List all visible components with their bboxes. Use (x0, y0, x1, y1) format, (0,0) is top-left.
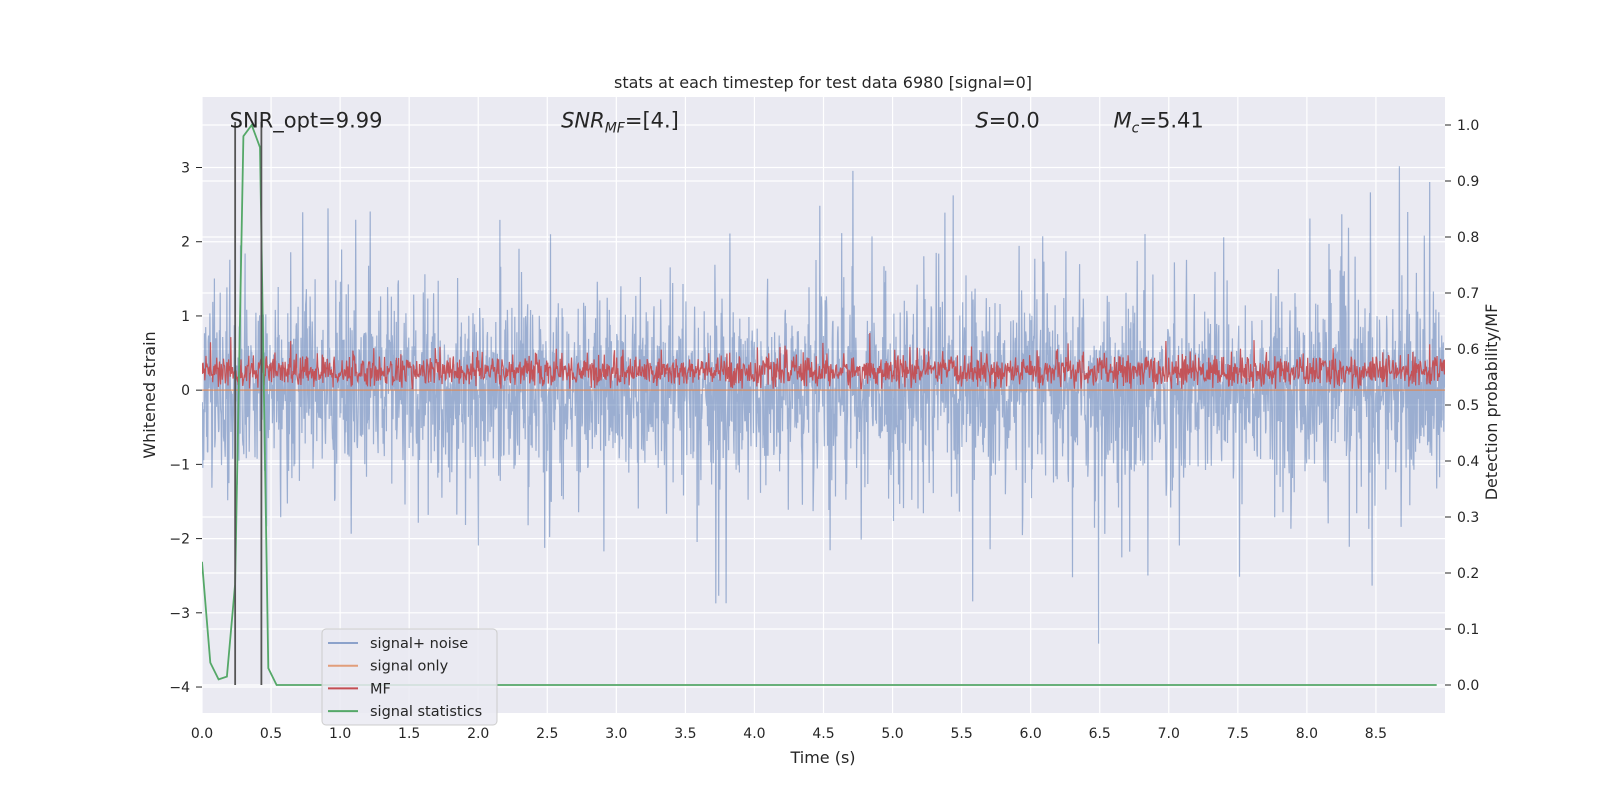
y2-tick-label: 0.2 (1457, 566, 1479, 582)
y2-tick-label: 0.6 (1457, 342, 1479, 358)
x-tick-label: 0.5 (260, 726, 282, 742)
y-tick-label: −1 (169, 457, 190, 473)
annotation-text: SNR_opt=9.99 (230, 108, 383, 133)
y2-tick-label: 0.4 (1457, 454, 1479, 470)
x-tick-label: 4.0 (743, 726, 765, 742)
y2-tick-label: 0.7 (1457, 286, 1479, 302)
x-tick-label: 8.0 (1296, 726, 1318, 742)
y2-axis-label: Detection probability/MF (1482, 304, 1501, 501)
annotation-text: S=0.0 (975, 108, 1039, 132)
y-axis-label: Whitened strain (140, 331, 159, 458)
series-mf-line (202, 332, 1445, 390)
legend: signal+ noise signal only MF signal statist… (321, 628, 498, 726)
x-tick-label: 1.5 (398, 726, 420, 742)
legend-entry-label: signal only (370, 659, 449, 675)
x-tick-label: 2.5 (536, 726, 558, 742)
x-tick-label: 5.5 (950, 726, 972, 742)
x-tick-label: 6.5 (1089, 726, 1111, 742)
x-tick-label: 6.0 (1020, 726, 1042, 742)
vlines (234, 122, 263, 685)
y2-tick-label: 0.0 (1457, 678, 1479, 694)
legend-box (321, 628, 498, 726)
chart-title: stats at each timestep for test data 698… (614, 73, 1032, 92)
x-tick-label: 7.0 (1158, 726, 1180, 742)
annotation-text: SNRMF=[4.] (561, 108, 679, 136)
series-signal-noise-line (202, 166, 1445, 644)
y-tick-label: 1 (181, 309, 190, 325)
y-tick-label: 0 (181, 383, 190, 399)
legend-entry-label: signal+ noise (370, 636, 468, 652)
x-tick-label: 7.5 (1227, 726, 1249, 742)
y2-tick-label: 0.3 (1457, 510, 1479, 526)
legend-entry-label: MF (370, 681, 391, 697)
y2-axis-ticks: 0.0 0.1 0.2 0.3 0.4 0.5 0.6 0.7 0.8 0.9 1.0 (1445, 118, 1479, 694)
y2-tick-label: 0.1 (1457, 622, 1479, 638)
y-tick-label: −2 (169, 532, 190, 548)
y-tick-label: −3 (169, 606, 190, 622)
y2-tick-label: 0.8 (1457, 230, 1479, 246)
x-tick-label: 2.0 (467, 726, 489, 742)
x-tick-label: 8.5 (1365, 726, 1387, 742)
legend-entry-label: signal statistics (370, 704, 482, 720)
series-layer (202, 123, 1445, 686)
y-axis-ticks: −4 −3 −2 −1 0 1 2 3 (169, 161, 202, 696)
y-tick-label: −4 (169, 680, 190, 696)
x-tick-label: 0.0 (191, 726, 213, 742)
x-axis-label: Time (s) (789, 748, 855, 767)
x-axis-ticks: 0.0 0.5 1.0 1.5 2.0 2.5 3.0 3.5 4.0 4.5 5.0 5.5 6.0 6… (191, 726, 1387, 742)
y2-tick-label: 1.0 (1457, 118, 1479, 134)
x-tick-label: 3.0 (605, 726, 627, 742)
x-tick-label: 4.5 (812, 726, 834, 742)
series-signal-statistics-line (202, 123, 1437, 686)
x-tick-label: 5.0 (881, 726, 903, 742)
y-tick-label: 3 (181, 161, 190, 177)
annotation-text: Mc=5.41 (1114, 108, 1204, 136)
y2-tick-label: 0.5 (1457, 398, 1479, 414)
annotations: SNR_opt=9.99 SNRMF=[4.] S=0.0 Mc=5.41 (230, 108, 1204, 136)
y2-tick-label: 0.9 (1457, 174, 1479, 190)
y-tick-label: 2 (181, 235, 190, 251)
x-tick-label: 1.0 (329, 726, 351, 742)
x-tick-label: 3.5 (674, 726, 696, 742)
